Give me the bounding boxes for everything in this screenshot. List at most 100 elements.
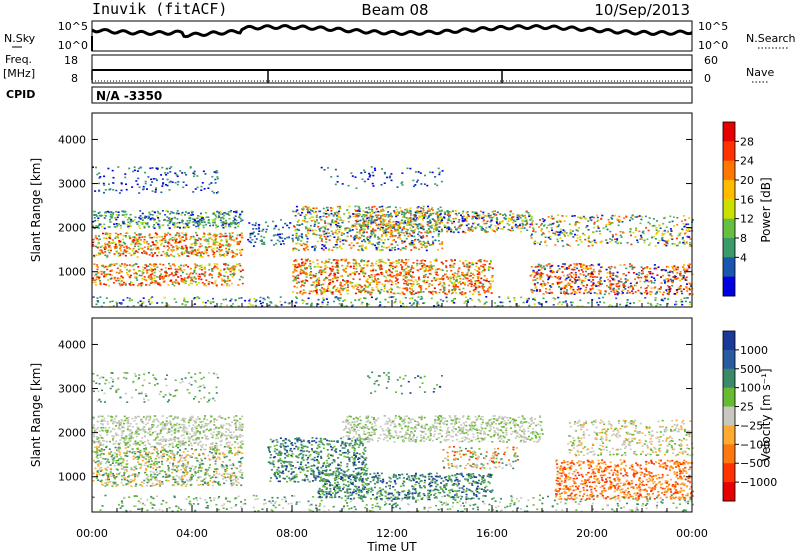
range-cell	[413, 293, 416, 295]
range-cell	[385, 270, 387, 272]
range-cell	[362, 238, 365, 241]
range-cell	[174, 217, 176, 219]
range-cell	[140, 239, 142, 241]
range-cell	[625, 274, 628, 277]
range-cell	[252, 228, 255, 230]
range-cell	[536, 242, 539, 244]
range-cell	[570, 272, 573, 274]
range-cell	[124, 210, 127, 213]
range-cell	[211, 276, 214, 279]
range-cell	[461, 218, 464, 221]
range-cell	[183, 239, 186, 242]
range-cell	[135, 276, 138, 278]
range-cell	[153, 277, 156, 279]
range-cell	[521, 220, 524, 222]
range-cell	[182, 181, 185, 183]
range-cell	[420, 224, 423, 227]
range-cell	[187, 255, 190, 257]
range-cell	[156, 282, 159, 284]
range-cell	[580, 281, 583, 284]
range-cell	[395, 224, 398, 226]
range-cell	[95, 166, 97, 169]
range-cell	[336, 218, 339, 220]
range-cell	[629, 219, 631, 222]
range-cell	[365, 211, 368, 213]
range-cell	[260, 240, 263, 242]
range-cell	[569, 264, 572, 266]
range-cell	[99, 252, 101, 254]
range-cell	[180, 280, 183, 282]
range-cell	[365, 279, 368, 282]
range-cell	[141, 270, 144, 273]
range-cell	[439, 281, 442, 283]
range-cell	[546, 274, 549, 276]
range-cell	[210, 281, 213, 284]
range-cell	[346, 231, 349, 234]
range-cell	[556, 277, 559, 279]
range-cell	[389, 235, 392, 238]
range-cell	[521, 225, 524, 227]
range-cell	[385, 228, 388, 231]
range-cell	[569, 233, 571, 235]
range-cell	[669, 290, 672, 292]
range-cell	[338, 291, 341, 293]
range-cell	[536, 282, 539, 284]
range-cell	[526, 299, 529, 302]
range-cell	[212, 253, 215, 256]
range-cell	[360, 244, 363, 247]
range-cell	[378, 241, 381, 243]
range-cell	[592, 282, 595, 284]
range-cell	[432, 212, 435, 215]
range-cell	[125, 245, 128, 248]
range-cell	[136, 170, 139, 172]
range-cell	[422, 228, 425, 231]
range-cell	[468, 282, 471, 285]
range-cell	[153, 211, 156, 213]
range-cell	[428, 221, 431, 223]
range-cell	[586, 268, 589, 270]
range-cell	[209, 302, 212, 305]
range-cell	[576, 289, 579, 291]
range-cell	[407, 220, 410, 223]
range-cell	[168, 167, 171, 170]
range-cell	[260, 235, 263, 238]
range-cell	[291, 234, 294, 237]
range-cell	[426, 276, 429, 279]
range-cell	[503, 217, 506, 219]
range-cell	[209, 273, 212, 275]
range-cell	[224, 220, 227, 223]
range-cell	[119, 284, 122, 287]
range-cell	[423, 215, 426, 218]
range-cell	[214, 282, 217, 284]
range-cell	[148, 254, 151, 256]
range-cell	[95, 303, 98, 306]
range-cell	[412, 271, 414, 274]
range-cell	[304, 262, 307, 265]
range-cell	[426, 280, 429, 282]
range-cell	[147, 243, 150, 245]
range-cell	[124, 216, 127, 218]
range-cell	[452, 276, 455, 279]
range-cell	[416, 262, 419, 265]
range-cell	[490, 292, 493, 294]
range-cell	[636, 239, 639, 242]
range-cell	[336, 269, 339, 271]
range-cell	[318, 271, 321, 274]
range-cell	[293, 278, 296, 281]
range-cell	[578, 279, 581, 282]
range-cell	[214, 280, 217, 282]
range-cell	[255, 304, 257, 307]
range-cell	[222, 244, 225, 247]
range-cell	[681, 292, 684, 295]
range-cell	[116, 224, 119, 227]
range-cell	[557, 275, 560, 278]
range-cell	[404, 280, 407, 282]
range-cell	[233, 268, 236, 271]
range-cell	[584, 277, 587, 279]
range-cell	[135, 273, 138, 275]
range-cell	[415, 223, 418, 226]
range-cell	[614, 293, 617, 296]
range-cell	[352, 267, 355, 270]
range-cell	[124, 235, 127, 238]
range-cell	[559, 290, 562, 293]
